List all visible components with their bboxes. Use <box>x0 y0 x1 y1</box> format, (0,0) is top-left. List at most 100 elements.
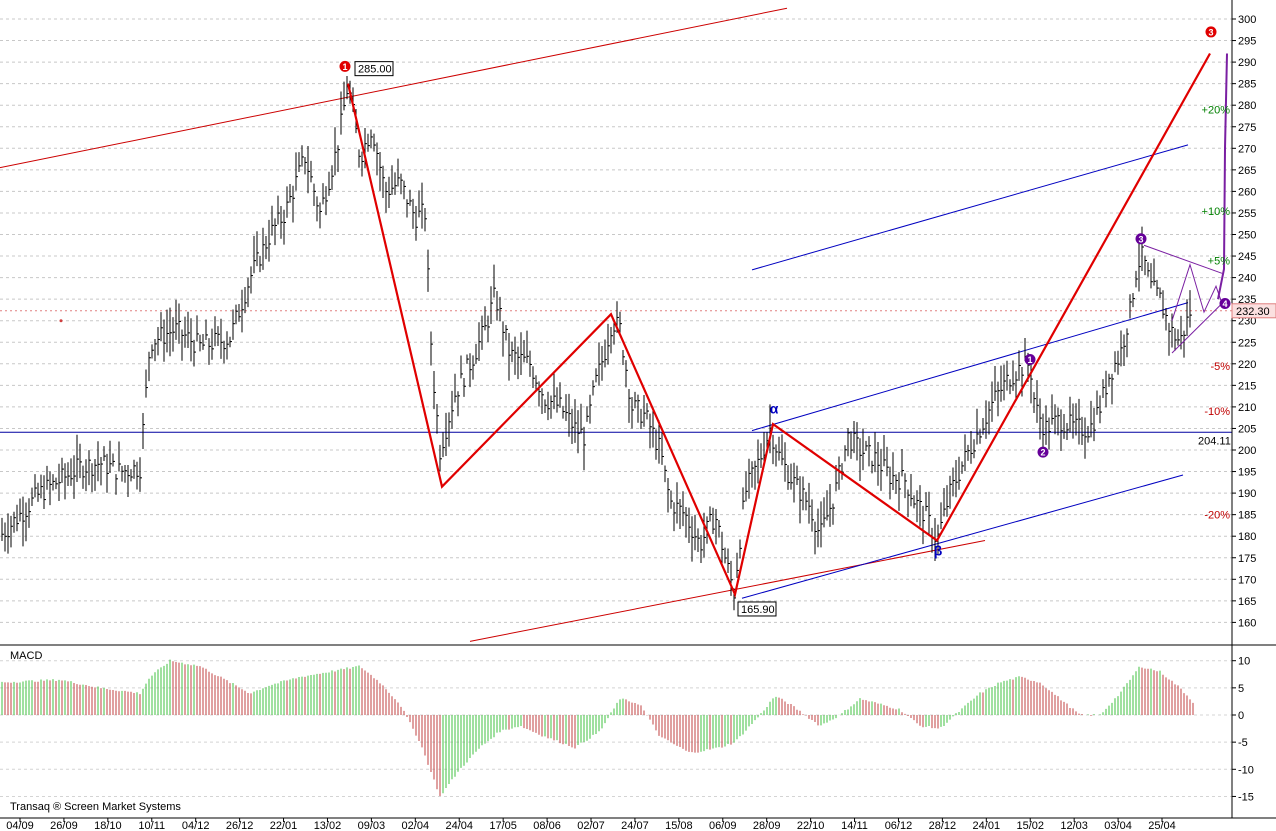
date-tick-label: 22/10 <box>797 820 825 831</box>
price-tick-label: 175 <box>1238 553 1256 565</box>
purple-projection <box>1217 53 1228 300</box>
date-tick-label: 18/10 <box>94 820 122 831</box>
price-tick-label: 160 <box>1238 617 1256 629</box>
price-tick-label: 165 <box>1238 596 1256 608</box>
wave-marker <box>1219 297 1231 309</box>
price-tick-label: 200 <box>1238 445 1256 457</box>
credit-text: Transaq ® Screen Market Systems <box>10 801 181 813</box>
price-tick-label: 235 <box>1238 294 1256 306</box>
price-tick-label: 300 <box>1238 14 1256 26</box>
price-tick-label: 285 <box>1238 79 1256 91</box>
date-tick-label: 22/01 <box>270 820 298 831</box>
price-tick-label: 215 <box>1238 380 1256 392</box>
price-tick-label: 250 <box>1238 230 1256 242</box>
last-price-label: 232.30 <box>1236 306 1270 318</box>
wave-marker <box>1024 353 1036 365</box>
greek-label: α <box>770 400 779 416</box>
date-tick-label: 02/07 <box>577 820 605 831</box>
macd-histogram <box>1 659 1194 796</box>
price-tick-label: 170 <box>1238 574 1256 586</box>
date-tick-label: 14/11 <box>841 820 868 831</box>
elliott-wave-line <box>346 52 1211 598</box>
date-tick-label: 04/12 <box>182 820 210 831</box>
greek-label: β <box>934 543 943 559</box>
date-tick-label: 04/09 <box>6 820 34 831</box>
red-channel-lower <box>469 540 986 642</box>
last-price-box <box>1231 303 1276 319</box>
wave-marker-label: 1 <box>1027 355 1032 365</box>
date-tick-label: 15/02 <box>1016 820 1044 831</box>
label-165-box <box>737 601 777 617</box>
price-tick-label: 280 <box>1238 100 1256 112</box>
wave-marker-label: 2 <box>1040 448 1045 458</box>
annotations: 285.00 165.90 204.11 232.30 +20% +10% +5% -5% -1… <box>339 26 1276 617</box>
red-channel-upper <box>0 7 788 169</box>
date-tick-label: 10/11 <box>138 820 165 831</box>
wave-marker <box>339 60 351 72</box>
date-tick-label: 24/01 <box>973 820 1001 831</box>
price-tick-label: 190 <box>1238 488 1256 500</box>
price-tick-label: 180 <box>1238 531 1256 543</box>
wave-marker-label: 1 <box>342 62 347 72</box>
price-axis: 160 165 170 175 180 185 190 195 200 205 210 215 220 2… <box>1232 14 1256 629</box>
label-285: 285.00 <box>358 64 392 76</box>
date-tick-label: 26/12 <box>226 820 254 831</box>
wave-marker <box>1135 233 1147 245</box>
price-tick-label: 220 <box>1238 359 1256 371</box>
wave-marker <box>1205 26 1217 38</box>
price-tick-label: 255 <box>1238 208 1256 220</box>
wave-marker <box>1037 446 1049 458</box>
wave-marker-label: 4 <box>1222 299 1227 309</box>
price-tick-label: 275 <box>1238 122 1256 134</box>
macd-tick-label: 10 <box>1238 656 1250 668</box>
price-tick-label: 295 <box>1238 36 1256 48</box>
date-tick-label: 28/09 <box>753 820 781 831</box>
triangle-lower <box>1171 303 1223 354</box>
label-165: 165.90 <box>741 604 775 616</box>
wave-marker-label: 3 <box>1208 27 1213 37</box>
percent-label: -20% <box>1204 510 1230 522</box>
macd-tick-label: -5 <box>1238 737 1248 749</box>
blue-channel-middle <box>751 302 1189 432</box>
price-tick-label: 245 <box>1238 251 1256 263</box>
date-tick-label: 24/04 <box>445 820 473 831</box>
date-tick-label: 06/09 <box>709 820 737 831</box>
macd-tick-label: 0 <box>1238 710 1244 722</box>
date-tick-label: 26/09 <box>50 820 78 831</box>
triangle-path <box>1171 262 1223 321</box>
price-tick-label: 195 <box>1238 467 1256 479</box>
price-tick-label: 290 <box>1238 57 1256 69</box>
price-tick-label: 230 <box>1238 316 1256 328</box>
date-axis: 04/09 26/09 18/10 10/11 04/12 26/12 22/01 13/02… <box>6 818 1176 831</box>
blue-channel-upper <box>751 144 1189 271</box>
label-285-box <box>354 61 394 77</box>
percent-label: -5% <box>1210 361 1230 373</box>
date-tick-label: 06/12 <box>885 820 913 831</box>
date-tick-label: 25/04 <box>1148 820 1176 831</box>
percent-label: -10% <box>1204 406 1230 418</box>
percent-label: +20% <box>1202 105 1231 117</box>
date-tick-label: 03/04 <box>1104 820 1132 831</box>
blue-channel-lower <box>741 474 1184 599</box>
percent-label: +10% <box>1202 206 1231 218</box>
percent-label: +5% <box>1208 255 1231 267</box>
date-tick-label: 12/03 <box>1060 820 1088 831</box>
price-tick-label: 185 <box>1238 510 1256 522</box>
macd-tick-label: -10 <box>1238 764 1254 776</box>
date-tick-label: 17/05 <box>489 820 517 831</box>
macd-tick-label: -15 <box>1238 791 1254 803</box>
date-tick-label: 09/03 <box>358 820 386 831</box>
marker-dot <box>59 319 63 323</box>
trend-channels <box>0 7 1232 642</box>
triangle-upper <box>1143 244 1223 274</box>
price-tick-label: 210 <box>1238 402 1256 414</box>
price-tick-label: 260 <box>1238 186 1256 198</box>
price-bars <box>1 76 1192 611</box>
price-tick-label: 225 <box>1238 337 1256 349</box>
macd-title: MACD <box>10 650 42 662</box>
date-tick-label: 24/07 <box>621 820 649 831</box>
price-tick-label: 270 <box>1238 143 1256 155</box>
macd-tick-label: 5 <box>1238 683 1244 695</box>
price-tick-label: 205 <box>1238 423 1256 435</box>
